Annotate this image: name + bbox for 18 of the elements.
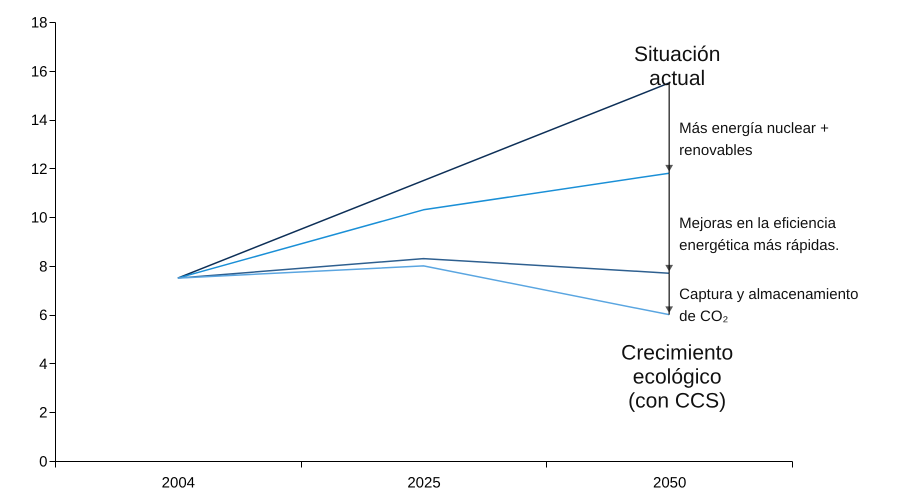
annotation: Captura y almacenamiento de CO₂ (679, 286, 858, 325)
y-tick-label: 6 (39, 307, 48, 324)
series-label: Situación actual (634, 42, 720, 90)
y-tick-label: 14 (30, 112, 48, 130)
y-tick-label: 4 (39, 356, 48, 373)
y-tick-label: 16 (30, 63, 48, 80)
y-tick-label: 8 (39, 258, 48, 276)
annotation: Más energía nuclear + renovables (679, 120, 830, 160)
x-tick-label: 2004 (162, 474, 196, 491)
annotation: Mejoras en la eficiencia energética más rápidas. (679, 215, 840, 254)
y-tick-label: 2 (39, 404, 48, 422)
x-tick-label: 2025 (407, 474, 441, 491)
y-tick-label: 18 (30, 14, 48, 32)
y-tick-label: 10 (30, 210, 48, 227)
y-tick-label: 12 (30, 160, 48, 178)
x-tick-label: 2050 (652, 474, 686, 491)
series-label: Crecimiento ecológico (con CCS) (621, 342, 734, 413)
y-tick-label: 0 (39, 454, 48, 470)
